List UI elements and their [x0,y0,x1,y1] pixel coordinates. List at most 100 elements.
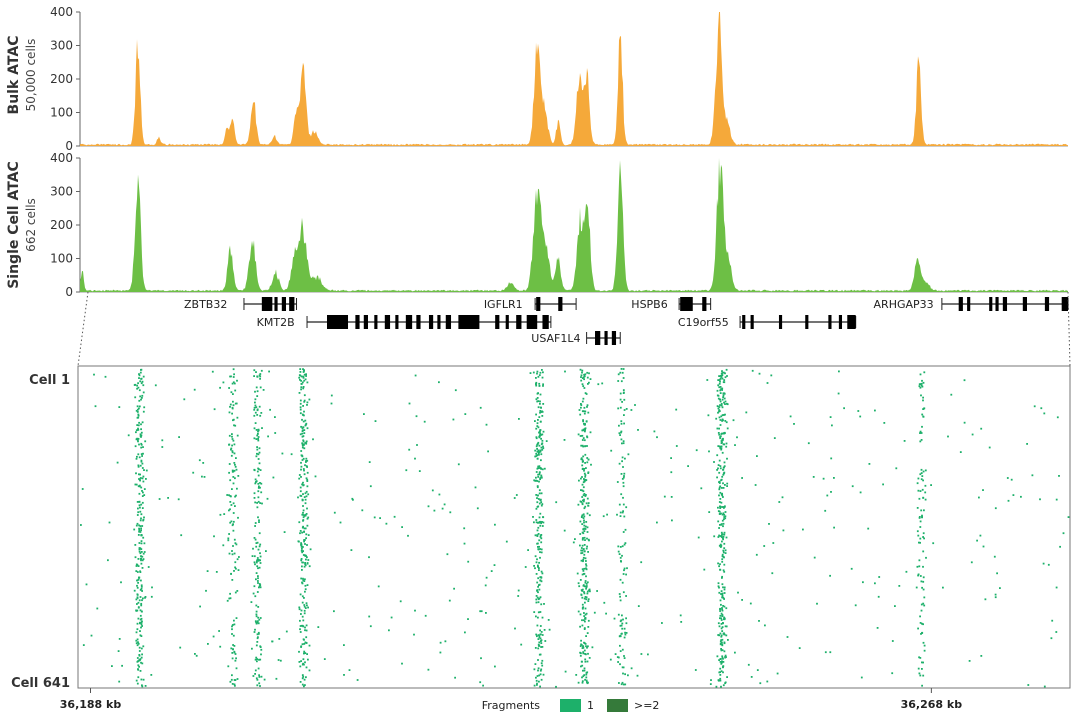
gene-label: C19orf55 [678,316,729,329]
fragment-dot [621,681,624,684]
fragment-dot [536,589,539,591]
fragment-dot [140,446,143,449]
fragment-dot [536,497,538,499]
fragment-dot [228,387,230,389]
fragment-dot [259,386,262,389]
fragment-dot [235,667,238,670]
fragment-dot [580,559,583,562]
fragment-dot [722,537,724,539]
fragment-dot [916,530,919,533]
fragment-dot [722,522,725,525]
fragment-dot [272,476,275,479]
fragment-dot [764,624,766,627]
fragment-dot [140,542,143,545]
fragment-dot [256,502,258,504]
fragment-dot [586,646,588,649]
fragment-dot [303,650,306,653]
fragment-dot [1062,532,1065,535]
fragment-dot [539,393,542,396]
fragment-dot [586,592,589,595]
fragment-dot [256,684,259,687]
fragment-dot [306,381,309,384]
fragment-dot [719,437,722,440]
gene-exon [445,315,452,329]
fragment-dot [539,625,542,627]
fragment-dot [921,379,923,382]
fragment-dot [228,552,231,555]
fragment-dot [921,516,923,519]
fragment-dot [721,592,724,595]
fragment-dot [298,474,301,476]
fragment-dot [536,535,539,537]
fragment-dot [535,494,538,496]
fragment-dot [919,526,922,528]
fragment-dot [583,627,586,629]
fragment-dot [577,433,580,436]
fragment-dot [305,461,307,463]
fragment-dot [723,650,726,653]
fragment-dot [151,586,153,589]
fragment-dot [254,482,257,485]
fragment-dot [721,406,724,409]
fragment-dot [922,479,924,482]
fragment-dot [145,478,147,480]
fragment-dot [255,542,258,544]
fragment-dot [485,612,487,614]
fragment-dot [136,387,138,390]
zoom-connector-right [1067,291,1071,367]
fragment-dot [921,475,924,477]
fragment-dot [140,534,143,536]
fragment-dot [140,585,143,588]
fragment-dot [542,447,545,450]
fragment-dot [303,597,305,599]
fragment-dot [237,516,239,519]
fragment-dot [578,479,580,482]
fragment-dot [368,615,371,618]
fragment-dot [613,617,616,620]
fragment-dot [540,504,543,507]
fragment-dot [254,673,256,675]
fragment-dot [583,674,586,676]
fragment-dot [920,439,923,441]
fragment-dot [724,515,727,518]
fragment-dot [536,684,538,686]
fragment-dot [538,588,541,591]
fragment-dot [918,516,921,518]
fragment-dot [537,585,539,588]
fragment-dot [619,371,622,374]
fragment-dot [538,636,541,639]
fragment-dot [725,442,728,445]
gene-label: HSPB6 [631,298,667,311]
fragment-dot [259,586,262,589]
fragment-dot [257,516,259,519]
fragment-dot [582,645,585,648]
fragment-dot [1033,405,1036,408]
fragment-dot [581,680,584,683]
fragment-dot [919,657,922,659]
fragment-dot [582,420,584,423]
fragment-dot [586,404,589,407]
fragment-dot [539,410,542,412]
fragment-column [250,369,263,687]
fragment-dot [254,398,257,401]
fragment-dot [230,454,233,457]
fragment-dot [857,410,860,412]
fragment-dot [721,649,724,651]
fragment-dot [627,674,629,677]
fragment-dot [306,524,309,527]
fragment-dot [330,394,333,397]
fragment-dot [303,643,306,645]
fragment-dot [993,555,996,558]
fragment-dot [619,511,622,514]
fragment-dot [583,469,585,472]
fragments-legend: Fragments 1 >=2 [482,699,659,712]
fragment-dot [254,628,256,631]
fragment-dot [718,410,720,413]
fragment-dot [585,521,588,523]
fragment-dot [999,587,1001,589]
fragment-dot [304,424,307,427]
fragment-dot [269,408,271,411]
fragment-dot [723,570,726,573]
fragment-dot [741,599,743,601]
fragment-dot [723,465,726,468]
